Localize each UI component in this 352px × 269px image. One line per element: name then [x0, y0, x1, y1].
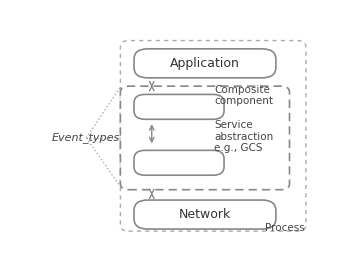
FancyBboxPatch shape: [134, 200, 276, 229]
Text: Network: Network: [179, 208, 231, 221]
Text: Composite
component: Composite component: [214, 85, 274, 106]
Text: Event_types: Event_types: [52, 132, 120, 143]
Text: Process: Process: [265, 223, 304, 233]
Text: Application: Application: [170, 57, 240, 70]
FancyBboxPatch shape: [134, 94, 224, 119]
Text: Service
abstraction
e.g., GCS: Service abstraction e.g., GCS: [214, 120, 274, 154]
FancyBboxPatch shape: [120, 86, 289, 190]
FancyBboxPatch shape: [134, 150, 224, 175]
FancyBboxPatch shape: [120, 41, 306, 231]
FancyBboxPatch shape: [134, 49, 276, 78]
